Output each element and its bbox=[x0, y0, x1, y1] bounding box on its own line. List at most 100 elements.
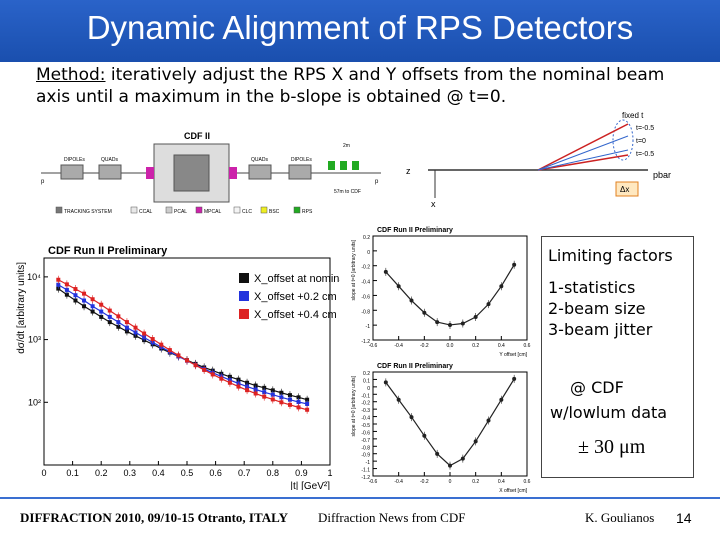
x-tick-label: 0.3 bbox=[124, 468, 137, 478]
limiting-title: Limiting factors bbox=[548, 246, 673, 265]
z-label: z bbox=[406, 166, 411, 176]
chart-y-offset: CDF Run II Preliminary -0.6 -0.4 -0.2 0.0 0.2… bbox=[351, 227, 531, 358]
y-tick-label: -1.2 bbox=[361, 339, 370, 345]
x-tick-label: 0 bbox=[449, 479, 452, 485]
x-tick-label: 0.9 bbox=[295, 468, 308, 478]
limiting-factors-box: Limiting factors 1-statistics 2-beam siz… bbox=[541, 236, 694, 478]
legend-swatch bbox=[195, 206, 203, 214]
y-tick-label: -0.1 bbox=[361, 393, 370, 399]
x-axis-label: X offset [cm] bbox=[499, 488, 527, 494]
x-tick-label: -0.6 bbox=[369, 479, 378, 485]
y-tick-label: 10³ bbox=[28, 335, 41, 345]
x-tick-label: -0.2 bbox=[420, 343, 429, 349]
rps-station-1 bbox=[328, 161, 335, 170]
x-tick-label: 0.5 bbox=[181, 468, 194, 478]
x-tick-label: 0.0 bbox=[447, 343, 454, 349]
x-tick-label: 0.1 bbox=[66, 468, 79, 478]
slide-title: Dynamic Alignment of RPS Detectors bbox=[86, 9, 634, 46]
dx-box bbox=[615, 181, 639, 197]
pbar-label: p bbox=[375, 179, 379, 185]
y-tick-label: -0.5 bbox=[361, 423, 370, 429]
footer-conference: DIFFRACTION 2010, 09/10-15 Otranto, ITAL… bbox=[20, 510, 288, 525]
dx-label: Δx bbox=[620, 185, 629, 194]
fixed-t-ellipse bbox=[612, 119, 634, 161]
legend-swatch bbox=[293, 206, 301, 214]
legend-label: X_offset at nominal bbox=[254, 273, 340, 285]
rps-station-3 bbox=[352, 161, 359, 170]
x-tick-label: 0.2 bbox=[95, 468, 108, 478]
quad-right-magnet bbox=[248, 164, 272, 180]
red-track-2 bbox=[537, 154, 629, 171]
scale-label: 2m bbox=[343, 143, 350, 149]
y-tick-label: -0.8 bbox=[361, 445, 370, 451]
x-tick-label: -0.6 bbox=[369, 343, 378, 349]
t-label-2: t=0 bbox=[636, 138, 646, 145]
y-tick-label: 10² bbox=[28, 397, 41, 407]
tracking-system bbox=[173, 154, 210, 192]
y-axis-label: dσ/dt [arbitrary units] bbox=[16, 262, 27, 354]
footer-author: K. Goulianos bbox=[585, 510, 655, 525]
dipole-right-label: DIPOLEs bbox=[291, 157, 312, 163]
y-tick-label: 0.2 bbox=[363, 371, 370, 377]
x-tick-label: 0.6 bbox=[209, 468, 222, 478]
plot-frame bbox=[372, 371, 528, 477]
y-tick-label: -0.3 bbox=[361, 408, 370, 414]
schematic-legend: TRACKING SYSTEM CCAL PCAL MPCAL CLC BSC RPS bbox=[55, 206, 313, 215]
quad-right-label: QUADs bbox=[251, 157, 268, 163]
legend-swatch bbox=[239, 309, 249, 319]
y-tick-label: -0.4 bbox=[361, 280, 370, 286]
cdf-label: CDF II bbox=[184, 131, 210, 141]
y-axis-label: slope at t=0 [arbitrary units] bbox=[351, 239, 357, 300]
footer-center: Diffraction News from CDF bbox=[318, 510, 466, 525]
legend-swatch bbox=[260, 206, 268, 214]
x-axis-label: Y offset [cm] bbox=[499, 352, 527, 358]
quad-left-label: QUADs bbox=[101, 157, 118, 163]
y-tick-label: -0.6 bbox=[361, 294, 370, 300]
legend-label: CCAL bbox=[139, 209, 153, 215]
chart-title: CDF Run II Preliminary bbox=[377, 227, 453, 234]
y-tick-label: -0.9 bbox=[361, 453, 370, 459]
legend-swatch bbox=[239, 291, 249, 301]
legend-label: RPS bbox=[302, 209, 313, 215]
offset-diagram: fixed t t=-0.5 t=0 t=-0.5 z x pbar Δx bbox=[406, 111, 671, 209]
legend-label: X_offset +0.4 cm bbox=[254, 309, 337, 321]
page-number: 14 bbox=[676, 510, 692, 526]
mpcal-right bbox=[229, 167, 237, 179]
precision-label: ± 30 μm bbox=[578, 436, 646, 458]
x-tick-label: 0 bbox=[41, 468, 46, 478]
y-tick-label: -0.6 bbox=[361, 430, 370, 436]
distance-label: 57m to CDF bbox=[334, 189, 361, 195]
factor-3: 3-beam jitter bbox=[548, 320, 653, 339]
factor-1: 1-statistics bbox=[548, 278, 636, 297]
t-label-3: t=-0.5 bbox=[636, 151, 654, 158]
x-tick-label: 0.2 bbox=[472, 479, 479, 485]
legend-swatch bbox=[233, 206, 241, 214]
x-tick-label: -0.4 bbox=[394, 479, 403, 485]
x-tick-label: 0.8 bbox=[267, 468, 280, 478]
legend-label: TRACKING SYSTEM bbox=[64, 209, 112, 215]
x-tick-label: 0.4 bbox=[498, 479, 505, 485]
y-tick-label: 0 bbox=[367, 386, 370, 392]
legend-swatch bbox=[55, 206, 63, 214]
chart-title: CDF Run II Preliminary bbox=[377, 363, 453, 370]
y-tick-label: -1 bbox=[366, 460, 371, 466]
y-tick-label: -0.8 bbox=[361, 309, 370, 315]
legend-label: MPCAL bbox=[204, 209, 221, 215]
pbar-label: pbar bbox=[653, 170, 671, 180]
rps-station-2 bbox=[340, 161, 347, 170]
legend-label: PCAL bbox=[174, 209, 187, 215]
y-tick-label: 10⁴ bbox=[27, 272, 41, 282]
dipole-right-magnet bbox=[288, 164, 312, 180]
method-text: Method: iteratively adjust the RPS X and… bbox=[36, 64, 696, 108]
y-tick-label: -0.4 bbox=[361, 416, 370, 422]
chart-dsigma-dt: CDF Run II Preliminary 0 0.1 0.2 0.3 0.4 0.5 0.… bbox=[16, 245, 340, 490]
chart-x-offset: CDF Run II Preliminary-0.6 -0.4 -0.2 0 0.2 0.… bbox=[351, 363, 531, 494]
y-tick-label: -1 bbox=[366, 324, 371, 330]
blue-track bbox=[537, 135, 629, 171]
legend-label: X_offset +0.2 cm bbox=[254, 291, 337, 303]
t-label-1: t=-0.5 bbox=[636, 125, 654, 132]
footer-divider bbox=[0, 497, 720, 499]
dipole-left-magnet bbox=[60, 164, 84, 180]
chart-title: CDF Run II Preliminary bbox=[48, 245, 168, 257]
y-tick-label: -1.1 bbox=[361, 468, 370, 474]
